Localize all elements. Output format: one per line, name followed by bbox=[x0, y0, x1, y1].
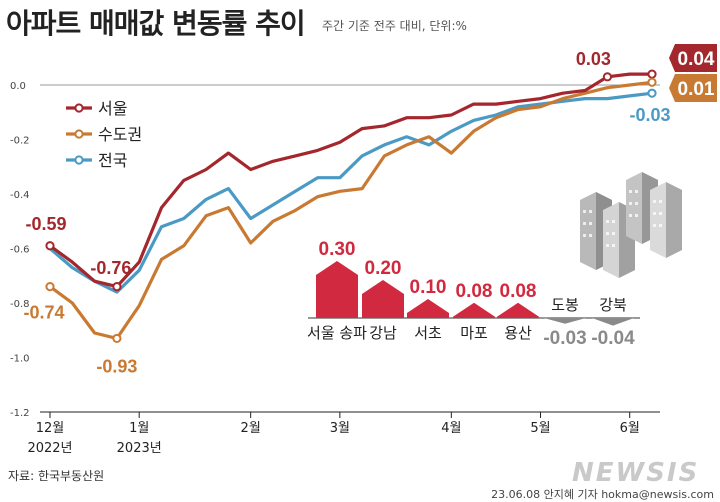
district-name: 강북 bbox=[599, 296, 627, 314]
district-value-label: -0.03 bbox=[543, 328, 586, 349]
x-axis-ticks: 12월 1월 2월 3월 4월 5월 6월 2022년 2023년 bbox=[27, 412, 640, 456]
x-tick-label: 5월 bbox=[530, 421, 550, 436]
district-bar bbox=[407, 299, 449, 318]
series-lines bbox=[45, 69, 657, 344]
x-tick-label: 1월 bbox=[129, 421, 149, 436]
series-line-0 bbox=[48, 72, 654, 289]
district-bar bbox=[592, 318, 634, 326]
point-annotation: -0.93 bbox=[96, 356, 137, 376]
end-value-badge-text: 0.01 bbox=[678, 79, 715, 100]
district-bar bbox=[362, 280, 404, 318]
source-note: 자료: 한국부동산원 bbox=[8, 469, 105, 483]
x-tick-label: 6월 bbox=[620, 421, 640, 436]
unit-note: 주간 기준 전주 대비, 단위:% bbox=[322, 19, 467, 33]
district-name: 용산 bbox=[504, 324, 532, 342]
legend-label: 서울 bbox=[98, 99, 127, 118]
y-tick-label: -0.6 bbox=[10, 245, 30, 256]
y-tick-label: 0.0 bbox=[10, 81, 26, 92]
data-point-marker bbox=[45, 241, 55, 251]
district-name: 마포 bbox=[460, 324, 488, 342]
district-name: 강남 bbox=[369, 324, 397, 342]
y-tick-label: -1.2 bbox=[10, 408, 30, 419]
legend-swatch-marker bbox=[74, 103, 84, 113]
district-value-label: 0.08 bbox=[500, 281, 537, 302]
district-value-label: 0.10 bbox=[410, 277, 447, 298]
series-annotations: -0.59 -0.74 -0.76 -0.93 0.03 -0.03 0.04 0.01 bbox=[23, 44, 717, 376]
district-bar-inset: 0.30 서울 송파 0.20 강남 0.10 서초 0.08 마포 0.08 용산 도봉 -0.03… bbox=[307, 239, 640, 349]
data-point-marker bbox=[45, 282, 55, 292]
x-tick-label: 12월 bbox=[36, 421, 65, 436]
x-year-label: 2022년 bbox=[27, 441, 72, 456]
point-annotation: -0.59 bbox=[25, 214, 66, 234]
district-bar bbox=[453, 302, 495, 318]
series-line-1 bbox=[48, 80, 654, 340]
point-annotation: 0.03 bbox=[576, 49, 611, 69]
point-annotation: -0.03 bbox=[629, 105, 670, 125]
end-value-badge bbox=[669, 74, 717, 102]
district-value-label: 0.08 bbox=[456, 281, 493, 302]
data-point-marker bbox=[112, 282, 122, 292]
data-point-marker bbox=[647, 88, 657, 98]
y-tick-label: -1.0 bbox=[10, 354, 30, 365]
legend-swatch-marker bbox=[74, 155, 84, 165]
district-name: 서울 송파 bbox=[307, 324, 367, 342]
x-tick-label: 3월 bbox=[330, 421, 350, 436]
legend-swatch-marker bbox=[74, 129, 84, 139]
district-bar bbox=[497, 302, 539, 318]
point-annotation: -0.74 bbox=[23, 303, 64, 323]
data-point-marker bbox=[112, 333, 122, 344]
byline: 23.06.08 안지혜 기자 hokma@newsis.com bbox=[491, 488, 714, 501]
legend-label: 전국 bbox=[98, 151, 127, 170]
newsis-watermark: NEWSIS bbox=[572, 458, 700, 488]
x-tick-label: 2월 bbox=[241, 421, 261, 436]
end-value-badge bbox=[669, 44, 717, 72]
y-tick-label: -0.4 bbox=[10, 190, 30, 201]
y-tick-label: -0.8 bbox=[10, 299, 30, 310]
x-year-label: 2023년 bbox=[117, 441, 162, 456]
district-name: 도봉 bbox=[551, 296, 579, 314]
district-name: 서초 bbox=[414, 324, 442, 342]
point-annotation: -0.76 bbox=[90, 258, 131, 278]
district-value-label: 0.30 bbox=[319, 239, 356, 260]
apartment-buildings-illustration bbox=[580, 172, 682, 278]
legend-label: 수도권 bbox=[98, 125, 142, 144]
x-tick-label: 4월 bbox=[441, 421, 461, 436]
district-bar bbox=[544, 318, 586, 324]
district-value-label: 0.20 bbox=[365, 258, 402, 279]
district-value-label: -0.04 bbox=[591, 328, 635, 349]
data-point-marker bbox=[647, 69, 657, 79]
data-point-marker bbox=[602, 72, 613, 82]
y-tick-label: -0.2 bbox=[10, 136, 30, 147]
y-axis-ticks: 0.0 -0.2 -0.4 -0.6 -0.8 -1.0 -1.2 bbox=[10, 81, 30, 419]
page-title: 아파트 매매값 변동률 추이 bbox=[6, 7, 306, 40]
district-bar bbox=[316, 261, 358, 318]
end-value-badge-text: 0.04 bbox=[678, 49, 715, 70]
data-point-marker bbox=[647, 77, 657, 87]
